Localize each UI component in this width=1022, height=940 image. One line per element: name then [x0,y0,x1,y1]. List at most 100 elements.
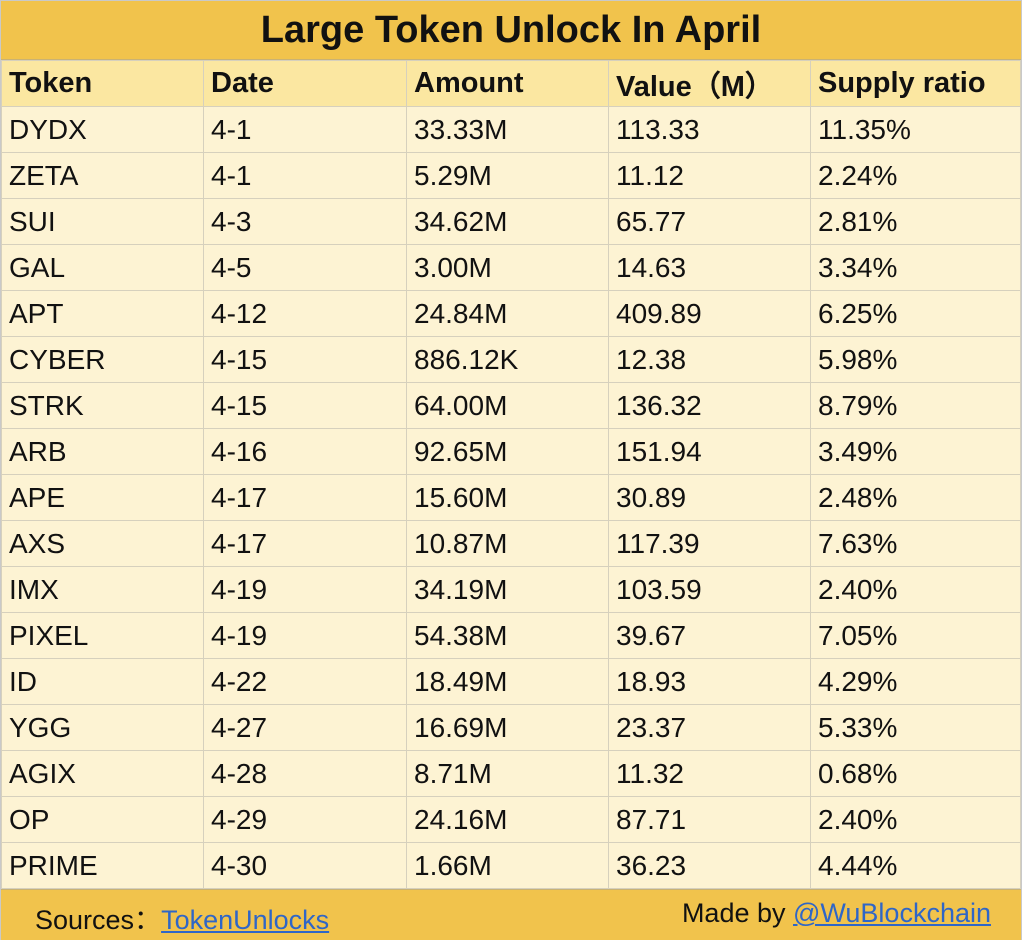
made-by-link[interactable]: @WuBlockchain [793,898,991,928]
cell-value[interactable]: 65.77 [608,198,811,245]
cell-date[interactable]: 4-16 [203,428,407,475]
cell-value[interactable]: 23.37 [608,704,811,751]
cell-supply-ratio[interactable]: 4.29% [810,658,1021,705]
cell-supply-ratio[interactable]: 2.81% [810,198,1021,245]
cell-amount[interactable]: 8.71M [406,750,609,797]
cell-date[interactable]: 4-3 [203,198,407,245]
cell-supply-ratio[interactable]: 4.44% [810,842,1021,889]
cell-value[interactable]: 117.39 [608,520,811,567]
cell-token[interactable]: AGIX [1,750,204,797]
cell-amount[interactable]: 1.66M [406,842,609,889]
cell-value[interactable]: 11.32 [608,750,811,797]
made-by: Made by @WuBlockchain [682,898,991,929]
column-header-amount[interactable]: Amount [406,60,609,107]
table-row: CYBER 4-15 886.12K 12.38 5.98% [1,336,1021,383]
cell-supply-ratio[interactable]: 7.63% [810,520,1021,567]
cell-token[interactable]: OP [1,796,204,843]
cell-value[interactable]: 136.32 [608,382,811,429]
cell-token[interactable]: ZETA [1,152,204,199]
cell-amount[interactable]: 886.12K [406,336,609,383]
cell-token[interactable]: GAL [1,244,204,291]
cell-date[interactable]: 4-29 [203,796,407,843]
cell-amount[interactable]: 34.19M [406,566,609,613]
cell-value[interactable]: 409.89 [608,290,811,337]
cell-token[interactable]: SUI [1,198,204,245]
cell-supply-ratio[interactable]: 2.40% [810,566,1021,613]
cell-supply-ratio[interactable]: 2.40% [810,796,1021,843]
cell-token[interactable]: PRIME [1,842,204,889]
cell-supply-ratio[interactable]: 11.35% [810,106,1021,153]
cell-token[interactable]: DYDX [1,106,204,153]
cell-value[interactable]: 36.23 [608,842,811,889]
cell-value[interactable]: 103.59 [608,566,811,613]
header-row: Token Date Amount Value（M） Supply ratio [1,60,1021,107]
cell-supply-ratio[interactable]: 2.24% [810,152,1021,199]
cell-value[interactable]: 12.38 [608,336,811,383]
cell-supply-ratio[interactable]: 3.49% [810,428,1021,475]
cell-token[interactable]: IMX [1,566,204,613]
cell-token[interactable]: PIXEL [1,612,204,659]
cell-token[interactable]: AXS [1,520,204,567]
cell-token[interactable]: CYBER [1,336,204,383]
cell-date[interactable]: 4-30 [203,842,407,889]
cell-value[interactable]: 39.67 [608,612,811,659]
column-header-value[interactable]: Value（M） [608,60,811,107]
sources-label: Sources： [35,905,162,935]
cell-date[interactable]: 4-19 [203,612,407,659]
cell-token[interactable]: YGG [1,704,204,751]
cell-supply-ratio[interactable]: 2.48% [810,474,1021,521]
column-header-token[interactable]: Token [1,60,204,107]
cell-value[interactable]: 87.71 [608,796,811,843]
cell-amount[interactable]: 3.00M [406,244,609,291]
cell-amount[interactable]: 33.33M [406,106,609,153]
cell-amount[interactable]: 18.49M [406,658,609,705]
cell-value[interactable]: 11.12 [608,152,811,199]
cell-amount[interactable]: 24.84M [406,290,609,337]
cell-date[interactable]: 4-22 [203,658,407,705]
table-row: STRK 4-15 64.00M 136.32 8.79% [1,382,1021,429]
cell-amount[interactable]: 54.38M [406,612,609,659]
table-row: GAL 4-5 3.00M 14.63 3.34% [1,244,1021,291]
cell-supply-ratio[interactable]: 0.68% [810,750,1021,797]
cell-amount[interactable]: 16.69M [406,704,609,751]
sources-link[interactable]: TokenUnlocks [161,905,330,935]
cell-supply-ratio[interactable]: 5.33% [810,704,1021,751]
cell-supply-ratio[interactable]: 5.98% [810,336,1021,383]
cell-amount[interactable]: 24.16M [406,796,609,843]
cell-value[interactable]: 30.89 [608,474,811,521]
cell-amount[interactable]: 5.29M [406,152,609,199]
cell-supply-ratio[interactable]: 7.05% [810,612,1021,659]
cell-date[interactable]: 4-1 [203,152,407,199]
cell-supply-ratio[interactable]: 6.25% [810,290,1021,337]
cell-token[interactable]: APT [1,290,204,337]
cell-value[interactable]: 14.63 [608,244,811,291]
cell-supply-ratio[interactable]: 3.34% [810,244,1021,291]
cell-token[interactable]: ARB [1,428,204,475]
cell-date[interactable]: 4-17 [203,474,407,521]
cell-date[interactable]: 4-19 [203,566,407,613]
cell-amount[interactable]: 64.00M [406,382,609,429]
cell-amount[interactable]: 92.65M [406,428,609,475]
cell-value[interactable]: 113.33 [608,106,811,153]
table-row: YGG 4-27 16.69M 23.37 5.33% [1,704,1021,751]
column-header-supply-ratio[interactable]: Supply ratio [810,60,1021,107]
table-row: AXS 4-17 10.87M 117.39 7.63% [1,520,1021,567]
cell-date[interactable]: 4-27 [203,704,407,751]
cell-date[interactable]: 4-15 [203,336,407,383]
cell-date[interactable]: 4-5 [203,244,407,291]
cell-date[interactable]: 4-17 [203,520,407,567]
cell-token[interactable]: STRK [1,382,204,429]
cell-supply-ratio[interactable]: 8.79% [810,382,1021,429]
cell-date[interactable]: 4-1 [203,106,407,153]
cell-token[interactable]: ID [1,658,204,705]
cell-date[interactable]: 4-12 [203,290,407,337]
cell-amount[interactable]: 34.62M [406,198,609,245]
cell-date[interactable]: 4-28 [203,750,407,797]
cell-amount[interactable]: 15.60M [406,474,609,521]
cell-amount[interactable]: 10.87M [406,520,609,567]
cell-value[interactable]: 18.93 [608,658,811,705]
column-header-date[interactable]: Date [203,60,407,107]
cell-token[interactable]: APE [1,474,204,521]
cell-date[interactable]: 4-15 [203,382,407,429]
cell-value[interactable]: 151.94 [608,428,811,475]
